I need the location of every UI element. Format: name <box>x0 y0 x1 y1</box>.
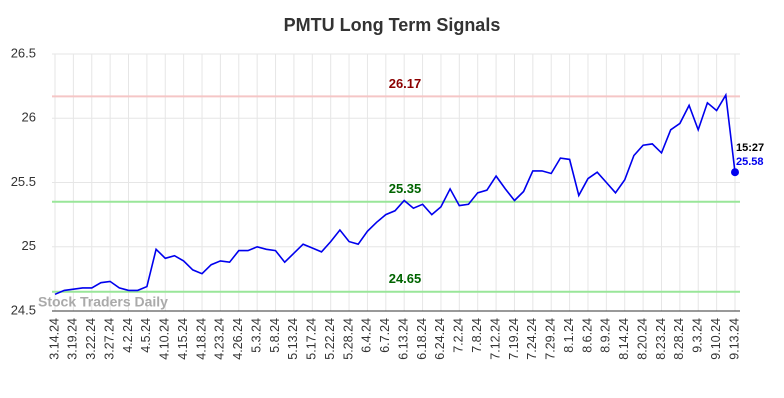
x-tick-label: 5.22.24 <box>323 318 337 360</box>
x-tick-label: 5.28.24 <box>341 318 355 360</box>
x-tick-label: 8.14.24 <box>617 318 631 360</box>
x-tick-label: 8.9.24 <box>599 318 613 353</box>
signal-label: 24.65 <box>389 271 422 286</box>
x-tick-label: 4.18.24 <box>194 318 208 360</box>
x-tick-label: 4.15.24 <box>176 318 190 360</box>
x-tick-label: 8.28.24 <box>672 318 686 360</box>
x-tick-label: 5.8.24 <box>268 318 282 353</box>
y-tick-label: 24.5 <box>11 302 36 317</box>
x-tick-label: 6.4.24 <box>360 318 374 353</box>
x-tick-label: 8.6.24 <box>580 318 594 353</box>
x-tick-label: 3.27.24 <box>102 318 116 360</box>
x-tick-label: 5.3.24 <box>249 318 263 353</box>
y-tick-label: 25.5 <box>11 174 36 189</box>
price-line <box>54 92 736 296</box>
x-tick-label: 3.14.24 <box>47 318 61 360</box>
watermark: Stock Traders Daily <box>38 294 168 310</box>
signal-label: 26.17 <box>389 76 422 91</box>
x-tick-label: 7.2.24 <box>452 318 466 353</box>
y-tick-label: 26 <box>22 110 36 125</box>
x-tick-label: 7.24.24 <box>525 318 539 360</box>
y-tick-label: 25 <box>22 238 36 253</box>
chart-title: PMTU Long Term Signals <box>284 15 501 35</box>
last-time: 15:27 <box>736 142 764 154</box>
x-tick-label: 6.13.24 <box>396 318 410 360</box>
x-tick-label: 6.7.24 <box>378 318 392 353</box>
x-tick-label: 9.3.24 <box>691 318 705 353</box>
x-tick-label: 5.13.24 <box>286 318 300 360</box>
x-tick-label: 6.24.24 <box>433 318 447 360</box>
y-tick-label: 26.5 <box>11 45 36 60</box>
signal-label: 25.35 <box>389 181 422 196</box>
x-tick-label: 8.20.24 <box>635 318 649 360</box>
x-tick-label: 4.2.24 <box>121 318 135 353</box>
x-tick-label: 8.23.24 <box>654 318 668 360</box>
x-tick-label: 3.22.24 <box>84 318 98 360</box>
x-tick-label: 7.8.24 <box>470 318 484 353</box>
x-tick-label: 8.1.24 <box>562 318 576 353</box>
x-tick-label: 4.5.24 <box>139 318 153 353</box>
x-tick-label: 6.18.24 <box>415 318 429 360</box>
x-tick-label: 7.19.24 <box>507 318 521 360</box>
x-tick-label: 4.10.24 <box>158 318 172 360</box>
x-tick-label: 5.17.24 <box>305 318 319 360</box>
x-tick-label: 7.29.24 <box>544 318 558 360</box>
x-tick-label: 9.13.24 <box>727 318 741 360</box>
x-tick-label: 9.10.24 <box>709 318 723 360</box>
last-value: 25.58 <box>736 156 764 168</box>
x-tick-label: 4.26.24 <box>231 318 245 360</box>
x-tick-label: 7.12.24 <box>488 318 502 360</box>
last-point <box>731 168 739 177</box>
x-tick-label: 3.19.24 <box>66 318 80 360</box>
x-tick-label: 4.23.24 <box>213 318 227 360</box>
